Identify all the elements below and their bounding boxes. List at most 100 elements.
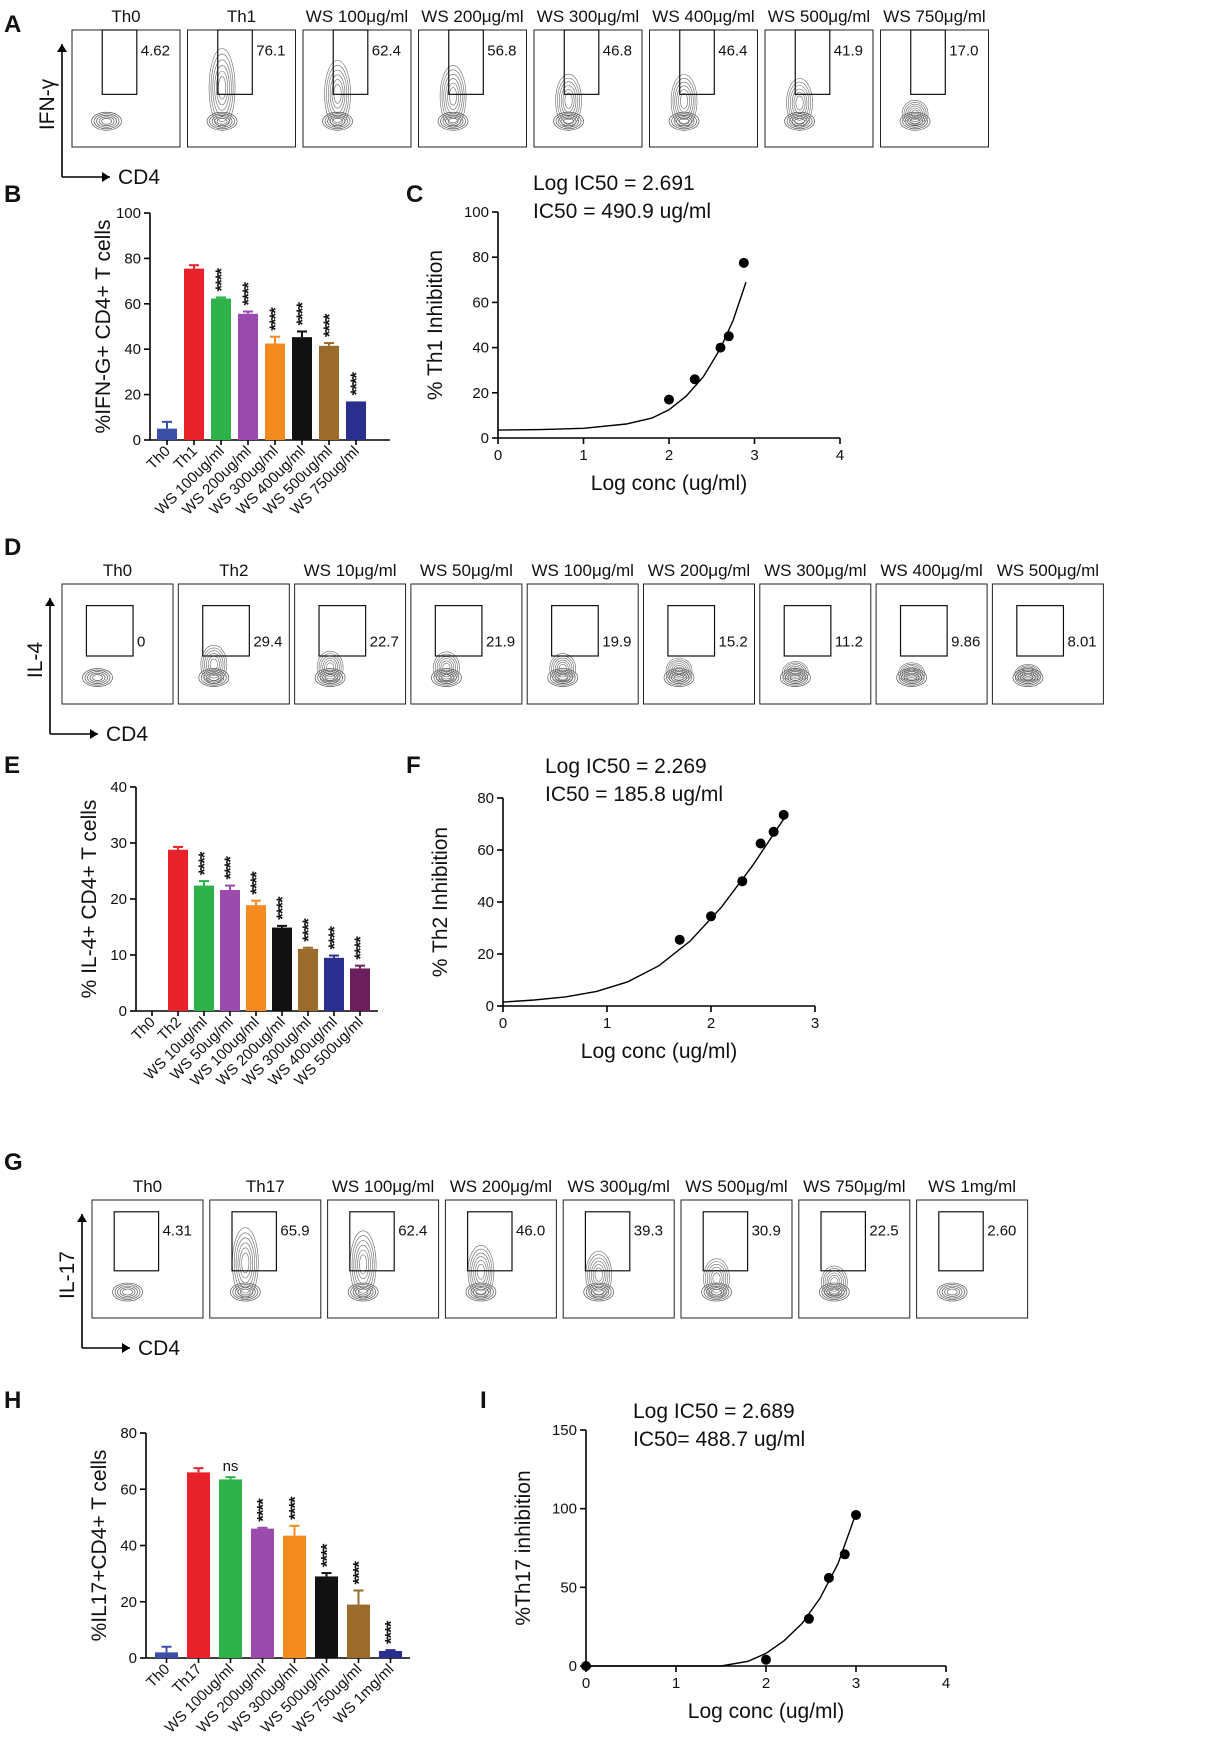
x-axis-title: Log conc (ug/ml) [581,1040,737,1063]
gate-box [231,1211,278,1272]
contour-line [208,674,220,681]
contour-line [779,668,811,687]
gate-percentage: 19.9 [602,633,631,650]
bar [251,1528,274,1658]
gate-percentage: 46.0 [516,1222,545,1239]
significance-stars: **** [293,302,312,326]
y-tick-label: 60 [477,842,494,859]
contour-line [705,1261,728,1296]
contour-line [435,653,458,682]
contour-line [583,1282,615,1302]
flow-plot-frame [875,583,988,705]
flow-plot-title: WS 200μg/ml [421,7,523,26]
bar [346,401,366,440]
contour-line [445,78,461,115]
gate-percentage: 4.31 [163,1222,192,1239]
contour-line [119,1287,136,1297]
contour-line [907,105,923,122]
contour-line [674,81,694,121]
y-tick-label: 100 [552,1501,577,1518]
contour-line [1023,670,1032,677]
contour-line [447,82,459,110]
contour-line [449,87,458,106]
data-point [723,331,734,342]
contour-line [903,102,927,126]
contour-line [673,664,685,677]
gate-percentage: 15.2 [719,633,748,650]
flow-y-label: IL-17 [56,1251,79,1299]
contour-line [1016,665,1040,683]
flow-y-label: IL-4 [24,642,47,679]
bar [220,890,240,1011]
gate-percentage: 4.62 [141,43,170,60]
contour-line [1018,666,1038,682]
contour-line [322,111,353,131]
contour-line [670,74,698,128]
contour-line [209,113,235,130]
x-tick-label: 2 [762,1675,770,1692]
flow-plot: WS 750μg/ml 22.5 [798,1177,911,1319]
contour-line [357,1288,369,1296]
flow-plot: WS 500μg/ml 8.01 [991,561,1104,705]
flow-plot: WS 200μg/ml 15.2 [643,561,755,705]
data-point [778,809,789,820]
gate-box [349,1211,395,1272]
contour-line [205,672,222,683]
flow-plot-title: Th0 [133,1177,162,1196]
contour-line [558,663,567,674]
bar [298,948,318,1011]
significance-stars: **** [266,307,285,331]
flow-plot: Th17 65.9 [209,1177,322,1319]
data-point [706,911,716,922]
contour-line [941,1285,963,1299]
flow-plot-frame [649,29,758,148]
y-tick-label: 30 [110,835,127,852]
contour-line [1014,664,1042,684]
ic50-log-label: Log IC50 = 2.269 [545,755,707,778]
flow-plot: Th2 29.4 [177,561,290,705]
contour-line [676,85,692,117]
contour-line [558,81,579,120]
contour-line [789,85,810,121]
gate-box [820,1211,867,1272]
flow-x-label: CD4 [138,1337,180,1360]
data-point [803,1613,814,1624]
y-tick-label: 40 [120,1538,137,1555]
gate-percentage: 22.5 [869,1222,898,1239]
flow-plot-title: WS 500μg/ml [685,1177,787,1196]
significance-label: ns [223,1458,239,1475]
gate-percentage: 29.4 [253,633,282,650]
contour-line [788,81,811,125]
contour-line [549,653,577,684]
y-tick-label: 150 [552,1422,577,1439]
contour-line [786,113,813,130]
gate-percentage: 39.3 [634,1222,663,1239]
contour-line [553,657,573,680]
contour-line [322,657,338,678]
contour-line [350,1284,376,1300]
gate-percentage: 21.9 [486,633,515,650]
contour-line [671,663,687,679]
significance-stars: **** [320,313,339,337]
contour-line [902,113,928,130]
significance-stars: **** [299,918,318,942]
contour-line [708,1287,725,1297]
gate-box [679,29,715,95]
contour-line [939,1284,965,1300]
bar [324,957,344,1011]
contour-line [712,1272,721,1285]
significance-stars: **** [351,936,370,960]
y-tick-label: 20 [477,946,494,963]
contour-line [473,1256,489,1288]
flow-y-label: IFN-γ [36,78,59,130]
flow-plot: WS 100μg/ml 62.4 [302,7,412,148]
contour-line [593,1288,605,1296]
bar [155,1652,178,1658]
y-tick-label: 40 [124,341,141,358]
flow-plot-frame [209,1199,322,1319]
contour-line [669,661,689,681]
contour-line [467,1244,495,1299]
contour-line [791,88,808,118]
data-point [768,826,779,837]
